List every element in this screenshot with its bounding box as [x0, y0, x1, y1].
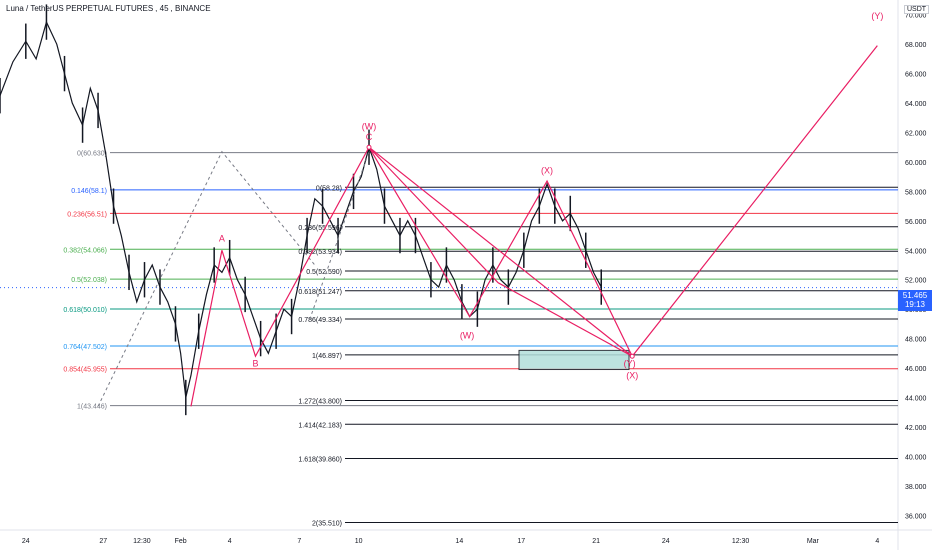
last-price-tag: 51.465 19:13 [898, 290, 932, 311]
target-zone [518, 349, 630, 371]
exchange: BINANCE [174, 4, 211, 13]
fib-level-label: 0.236(56.51) [67, 211, 107, 218]
y-tick-label: 54.000 [905, 248, 927, 255]
symbol-name: Luna / TetherUS PERPETUAL FUTURES [6, 4, 154, 13]
y-tick-label: 48.000 [905, 337, 927, 344]
ext-level-label: 2(35.510) [312, 520, 342, 527]
y-tick-label: 42.000 [905, 425, 927, 432]
wave-label: (X) [626, 370, 638, 380]
wave-pattern-segment [368, 146, 499, 284]
y-tick-label: 60.000 [905, 160, 927, 167]
y-tick-label: 44.000 [905, 396, 927, 403]
y-tick-label: 64.000 [905, 101, 927, 108]
x-tick-label: 7 [297, 538, 301, 545]
ext-level-label: 0.618(51.247) [298, 289, 342, 296]
wave-pattern-segment [497, 282, 633, 357]
fib-level-label: 0.146(58.1) [71, 188, 107, 195]
wave-point [629, 353, 635, 359]
projection-dashed [97, 150, 316, 407]
fib-level-label: 0.618(50.010) [63, 307, 107, 314]
y-tick-label: 56.000 [905, 219, 927, 226]
wave-label: A [219, 233, 225, 243]
ext-level-label: 1.414(42.183) [298, 422, 342, 429]
fib-level-label: 0.764(47.502) [63, 344, 107, 351]
x-tick-label: Feb [175, 538, 187, 545]
wave-label: (W) [362, 122, 377, 132]
y-tick-label: 36.000 [905, 513, 927, 520]
x-tick-label: 27 [99, 538, 107, 545]
x-tick-label: 10 [355, 538, 363, 545]
fib-level-label: 0.854(45.955) [63, 367, 107, 374]
y-tick-label: 52.000 [905, 278, 927, 285]
wave-label: C [366, 132, 373, 142]
x-tick-label: 14 [455, 538, 463, 545]
fib-level-label: 1(43.446) [77, 404, 107, 411]
currency-label[interactable]: USDT [904, 5, 930, 14]
wave-point [366, 144, 372, 150]
wave-label: (W) [460, 331, 475, 341]
chart-title: Luna / TetherUS PERPETUAL FUTURES, 45, B… [6, 4, 211, 13]
bar-countdown: 19:13 [904, 300, 926, 309]
ext-level-label: 0(58.28) [316, 185, 342, 192]
fib-level-label: 0.382(54.066) [63, 247, 107, 254]
x-tick-label: 24 [22, 538, 30, 545]
y-tick-label: 58.000 [905, 189, 927, 196]
ext-level-label: 0.786(49.334) [298, 317, 342, 324]
x-tick-label: 12:30 [133, 538, 151, 545]
wave-label: (Y) [871, 11, 883, 21]
wave-label: (Y) [624, 359, 636, 369]
y-tick-label: 40.000 [905, 454, 927, 461]
wave-pattern [190, 45, 878, 407]
wave-label: B [252, 359, 258, 369]
x-tick-label: 17 [517, 538, 525, 545]
last-price: 51.465 [902, 291, 928, 300]
x-tick-label: 21 [592, 538, 600, 545]
fib-level-label: 0.5(52.038) [71, 277, 107, 284]
ext-level-label: 1.272(43.800) [298, 398, 342, 405]
y-tick-label: 68.000 [905, 42, 927, 49]
y-tick-label: 38.000 [905, 484, 927, 491]
y-tick-label: 66.000 [905, 72, 927, 79]
ext-level-label: 1(46.897) [312, 353, 342, 360]
y-tick-label: 70.000 [905, 13, 927, 20]
x-tick-label: 12:30 [732, 538, 750, 545]
ext-level-label: 1.618(39.860) [298, 456, 342, 463]
wave-pattern-segment [368, 146, 633, 357]
x-tick-label: 4 [875, 538, 879, 545]
y-tick-label: 46.000 [905, 366, 927, 373]
y-tick-label: 62.000 [905, 131, 927, 138]
wave-label: (X) [541, 166, 553, 176]
interval: 45 [159, 4, 169, 13]
x-tick-label: Mar [807, 538, 820, 545]
x-tick-label: 24 [662, 538, 670, 545]
price-line [0, 20, 602, 398]
ext-level-label: 0.236(55.596) [298, 225, 342, 232]
fib-level-label: 0(60.630) [77, 151, 107, 158]
x-tick-label: 4 [228, 538, 232, 545]
ext-level-label: 0.382(53.934) [298, 249, 342, 256]
ext-level-label: 0.5(52.590) [306, 269, 342, 276]
